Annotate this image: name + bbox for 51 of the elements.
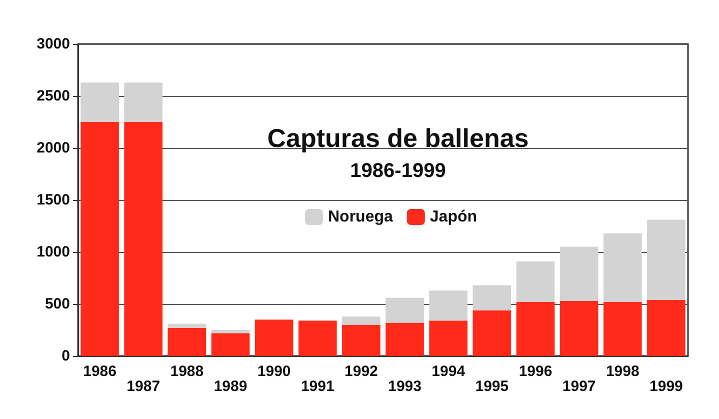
bar [429,320,468,356]
y-tick-label: 0 [62,348,70,364]
x-tick-label: 1993 [388,378,422,395]
y-tick-label: 3000 [36,36,70,52]
legend-label: Japón [430,208,478,226]
x-tick-label: 1986 [83,363,116,380]
y-tick-label: 1500 [36,192,70,208]
y-tick-label: 2500 [36,88,70,104]
bar [386,298,424,323]
bar [386,322,424,356]
bar [298,320,337,356]
bar [603,233,642,302]
bar [516,302,555,356]
x-tick-label: 1995 [475,378,509,395]
x-tick-label: 1987 [126,378,160,395]
y-tick-label: 500 [44,296,70,312]
x-tick-label: 1997 [562,378,596,395]
x-tick-label: 1990 [257,363,291,380]
x-tick-label: 1992 [344,363,378,380]
x-tick-label: 1999 [650,378,683,395]
x-tick-label: 1996 [518,363,552,380]
bar [80,82,119,122]
bar [647,220,686,300]
bar [472,310,512,356]
bar [124,82,163,122]
bar [560,300,598,356]
bar [168,324,206,328]
bar [472,285,512,310]
x-tick-label: 1989 [214,378,248,395]
x-tick-label: 1994 [432,363,466,380]
bar [603,302,642,356]
bar [560,246,598,301]
x-tick-label: 1991 [300,378,334,395]
bar [254,320,294,356]
bar [211,330,250,334]
bar [429,290,468,321]
x-tick-label: 1988 [170,363,204,380]
bar [124,122,163,356]
y-tick-label: 2000 [36,140,70,156]
x-tick-label: 1998 [606,363,640,380]
bar [342,324,380,356]
bar [168,328,206,356]
text: Capturas de ballenas [267,123,529,153]
bar [342,316,380,325]
text: 1986-1999 [350,160,446,182]
legend-label: Noruega [328,208,393,226]
bar [211,333,250,356]
y-tick-label: 1000 [36,244,70,260]
bar [647,300,686,356]
bar [80,122,119,356]
bar [516,261,555,302]
